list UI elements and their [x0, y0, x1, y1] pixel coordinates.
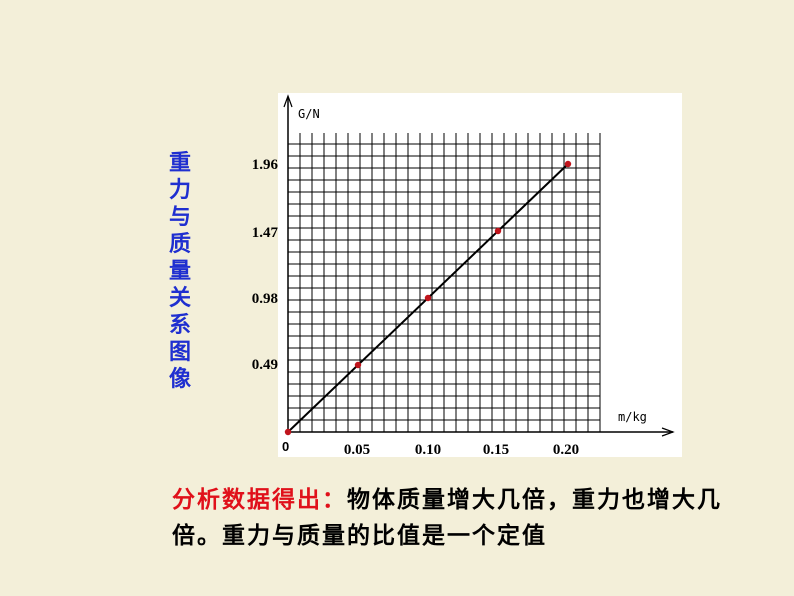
conclusion-body: 物体质量增大几倍，重力也增大几倍。重力与质量的比值是一个定值	[172, 487, 722, 549]
y-axis-label: G/N	[298, 107, 320, 121]
data-point	[564, 160, 572, 168]
x-tick-label: 0.10	[414, 442, 442, 458]
y-axis-arrow	[283, 94, 293, 108]
x-axis-label: m/kg	[618, 410, 647, 424]
y-tick-label: 1.96	[251, 157, 278, 173]
data-point	[354, 361, 362, 369]
chart-plot: G/N m/kg 0	[282, 94, 675, 454]
data-point	[424, 294, 432, 302]
x-tick-label: 0.20	[552, 442, 580, 458]
data-point	[284, 428, 292, 436]
y-tick-label: 0.49	[251, 357, 278, 373]
x-tick-label: 0.15	[482, 442, 510, 458]
origin-label: 0	[282, 439, 289, 454]
conclusion-lead: 分析数据得出：	[172, 487, 347, 513]
x-tick-label: 0.05	[343, 442, 371, 458]
chart-title: 重力与质量关系图像	[168, 151, 191, 392]
chart-panel: G/N m/kg 0	[278, 93, 682, 457]
conclusion-text: 分析数据得出：物体质量增大几倍，重力也增大几倍。重力与质量的比值是一个定值	[172, 482, 732, 554]
x-axis-arrow	[661, 427, 675, 437]
data-point	[494, 227, 502, 235]
y-tick-label: 1.47	[251, 225, 278, 241]
y-tick-label: 0.98	[251, 291, 278, 307]
